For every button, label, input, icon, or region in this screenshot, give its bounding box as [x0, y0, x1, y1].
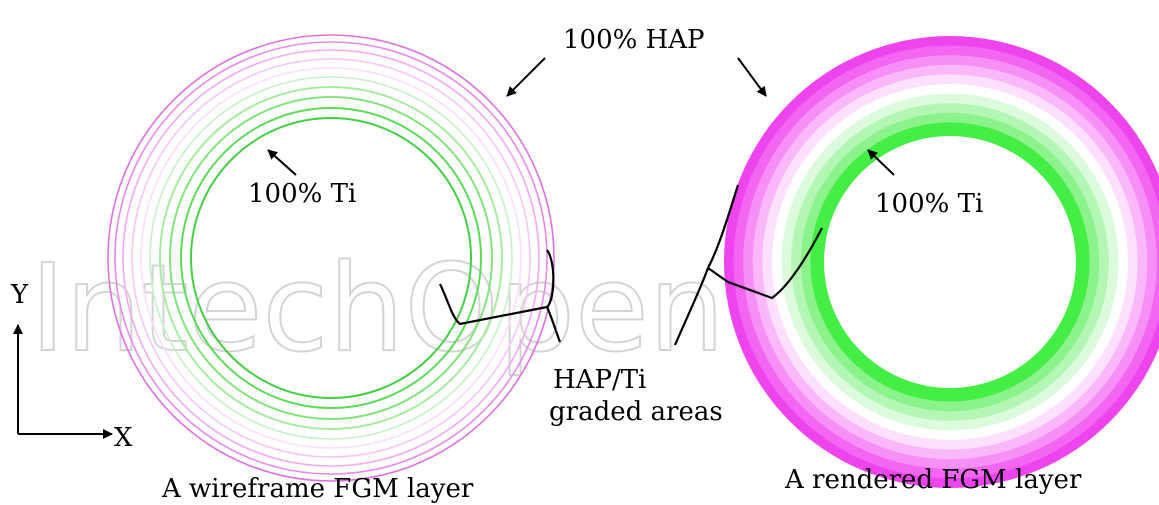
label-100-hap: 100% HAP [563, 25, 705, 55]
wire-ring [159, 86, 503, 430]
arrow-hap-right [737, 57, 767, 97]
axis-label-x: X [114, 423, 133, 453]
wire-ring [149, 76, 513, 440]
graded-area-leaders [439, 184, 823, 346]
label-graded-areas: graded areas [549, 397, 723, 427]
wire-ring [122, 49, 540, 467]
arrow-hap-left [506, 57, 546, 97]
wire-ring [114, 41, 548, 475]
caption-rendered: A rendered FGM layer [784, 465, 1082, 495]
rendered-fgm-layer [724, 36, 1159, 488]
arrow-ti-right [867, 149, 895, 176]
wire-ring [180, 107, 482, 409]
label-100-ti-right: 100% Ti [875, 189, 983, 219]
arrow-ti-left [267, 149, 297, 176]
wire-ring [107, 34, 555, 482]
wire-ring [190, 117, 472, 399]
label-100-ti-left: 100% Ti [248, 179, 356, 209]
wire-ring [131, 58, 531, 458]
label-hap-ti: HAP/Ti [553, 365, 646, 395]
watermark-text: IntechOpen [30, 240, 725, 379]
wire-ring [169, 96, 493, 420]
rendered-inner-hole [824, 136, 1076, 388]
axes-indicator: Y X [10, 280, 133, 453]
axis-label-y: Y [10, 280, 29, 310]
caption-wireframe: A wireframe FGM layer [161, 474, 474, 504]
wire-ring [140, 67, 522, 449]
wireframe-fgm-layer [107, 34, 555, 482]
